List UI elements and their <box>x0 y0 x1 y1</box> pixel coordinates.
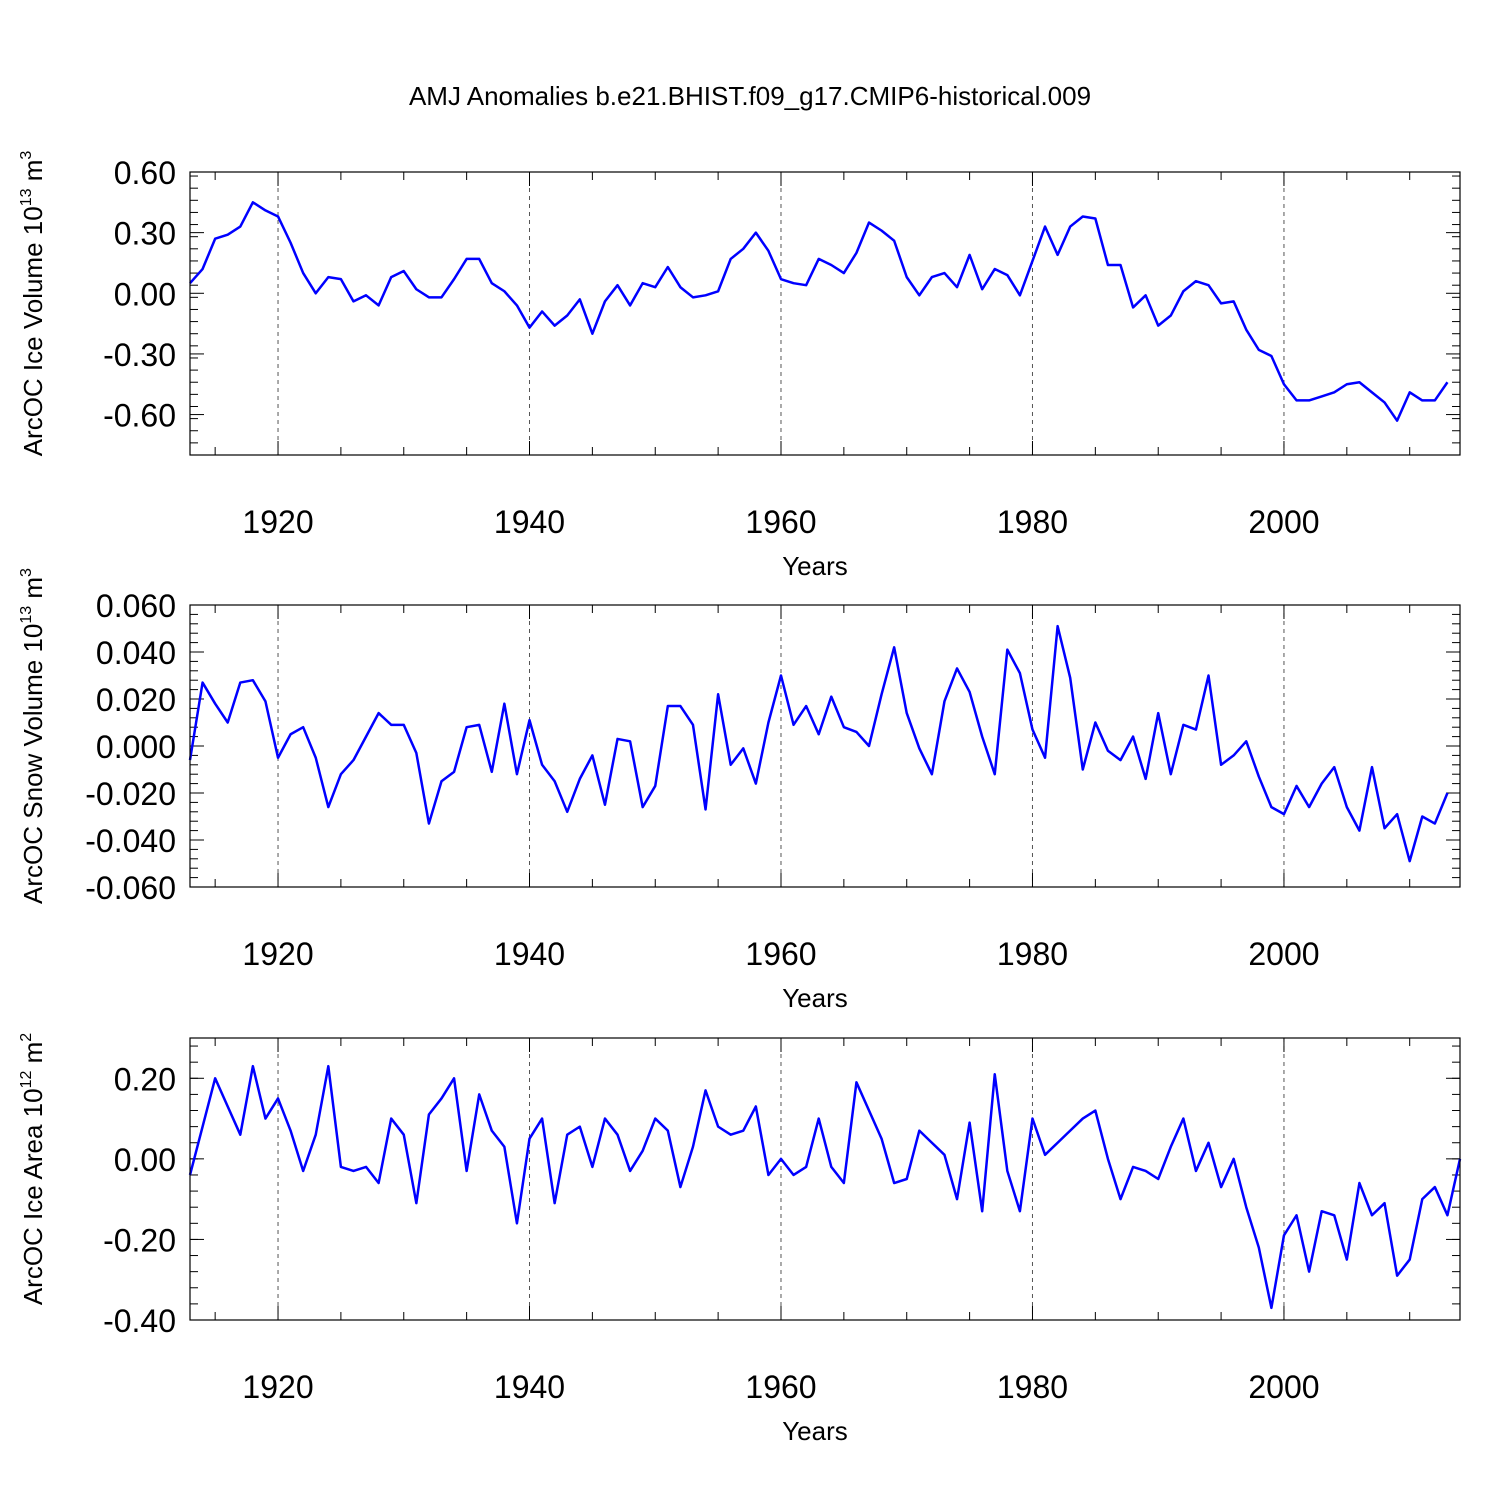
x-tick-label: 1980 <box>997 1369 1068 1405</box>
x-axis-label: Years <box>782 1416 848 1446</box>
y-axis-label: ArcOC Snow Volume 1013 m3 <box>18 568 48 904</box>
y-tick-label: 0.040 <box>96 635 176 671</box>
x-tick-label: 1960 <box>745 1369 816 1405</box>
panel-3: -0.40 -0.20 0.00 0.20 1920 1940 1960 1980 2000 Ye… <box>18 1033 1462 1446</box>
x-tick-label: 1980 <box>997 936 1068 972</box>
series-line-ice-area <box>188 1064 1462 1310</box>
y-axis-label: ArcOC Ice Volume 1013 m3 <box>18 151 48 457</box>
y-tick-label: 0.20 <box>114 1061 176 1097</box>
y-axis-label: ArcOC Ice Area 1012 m2 <box>18 1033 48 1305</box>
y-tick-label: 0.060 <box>96 588 176 624</box>
x-tick-label: 1920 <box>242 936 313 972</box>
y-tick-label: 0.60 <box>114 155 176 191</box>
y-tick-label: 0.020 <box>96 682 176 718</box>
x-tick-label: 1940 <box>494 1369 565 1405</box>
x-tick-label: 1960 <box>745 504 816 540</box>
x-tick-label: 1920 <box>242 504 313 540</box>
y-tick-label: -0.60 <box>103 398 176 434</box>
series-line-snow-volume <box>188 624 1449 863</box>
x-tick-label: 2000 <box>1248 936 1319 972</box>
x-tick-label: 1960 <box>745 936 816 972</box>
x-tick-label: 2000 <box>1248 1369 1319 1405</box>
x-tick-label: 1920 <box>242 1369 313 1405</box>
y-tick-label: -0.40 <box>103 1303 176 1339</box>
y-tick-label: 0.000 <box>96 729 176 765</box>
x-axis-label: Years <box>782 983 848 1013</box>
chart-title: AMJ Anomalies b.e21.BHIST.f09_g17.CMIP6-… <box>409 81 1091 111</box>
x-tick-label: 1940 <box>494 504 565 540</box>
x-axis-label: Years <box>782 551 848 581</box>
y-tick-label: 0.00 <box>114 276 176 312</box>
y-tick-label: -0.040 <box>85 823 176 859</box>
plot-frame <box>189 604 1461 888</box>
plot-frame <box>189 1037 1461 1321</box>
y-tick-label: 0.00 <box>114 1142 176 1178</box>
y-tick-label: 0.30 <box>114 216 176 252</box>
series-line-ice-volume <box>189 201 1449 422</box>
x-tick-label: 1940 <box>494 936 565 972</box>
x-tick-label: 2000 <box>1248 504 1319 540</box>
y-tick-label: -0.20 <box>103 1222 176 1258</box>
y-tick-label: -0.020 <box>85 776 176 812</box>
panel-2: -0.060 -0.040 -0.020 0.000 0.020 0.040 0.060 19… <box>18 568 1461 1013</box>
y-tick-label: -0.30 <box>103 337 176 373</box>
panel-1: -0.60 -0.30 0.00 0.30 0.60 1920 1940 1960 1980 20… <box>18 151 1461 581</box>
plot-frame <box>189 171 1461 456</box>
y-tick-label: -0.060 <box>85 870 176 906</box>
x-tick-label: 1980 <box>997 504 1068 540</box>
